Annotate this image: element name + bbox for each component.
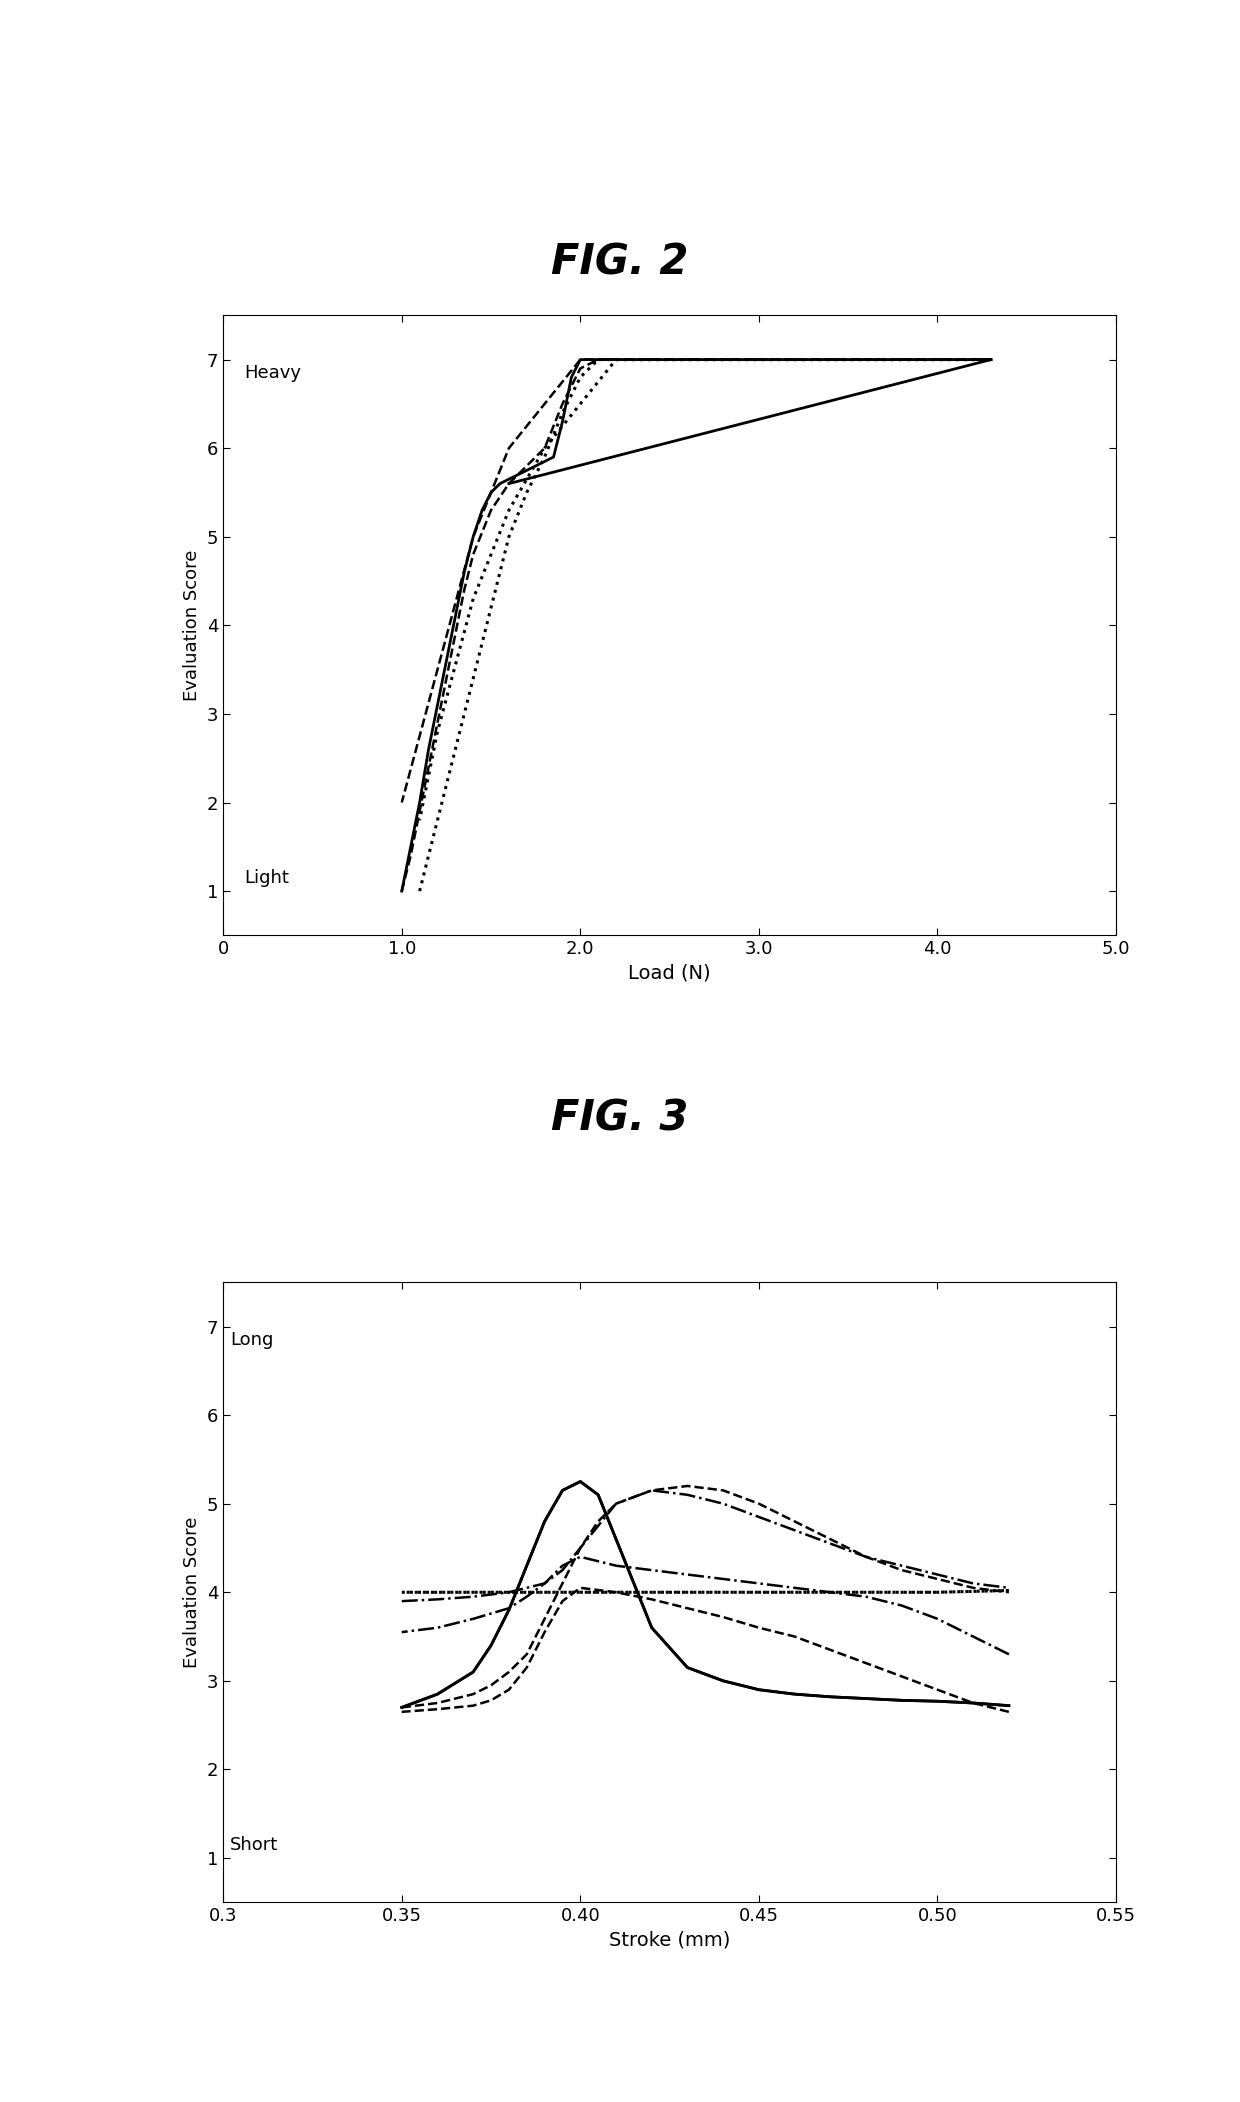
X-axis label: Load (N): Load (N) (629, 965, 711, 984)
Text: Short: Short (231, 1835, 279, 1854)
Text: FIG. 3: FIG. 3 (552, 1097, 688, 1139)
Y-axis label: Evaluation Score: Evaluation Score (184, 549, 201, 702)
Text: Light: Light (244, 868, 289, 887)
X-axis label: Stroke (mm): Stroke (mm) (609, 1932, 730, 1951)
Text: Heavy: Heavy (244, 364, 301, 383)
Y-axis label: Evaluation Score: Evaluation Score (184, 1516, 201, 1669)
Text: FIG. 2: FIG. 2 (552, 242, 688, 284)
Text: Long: Long (231, 1331, 274, 1349)
